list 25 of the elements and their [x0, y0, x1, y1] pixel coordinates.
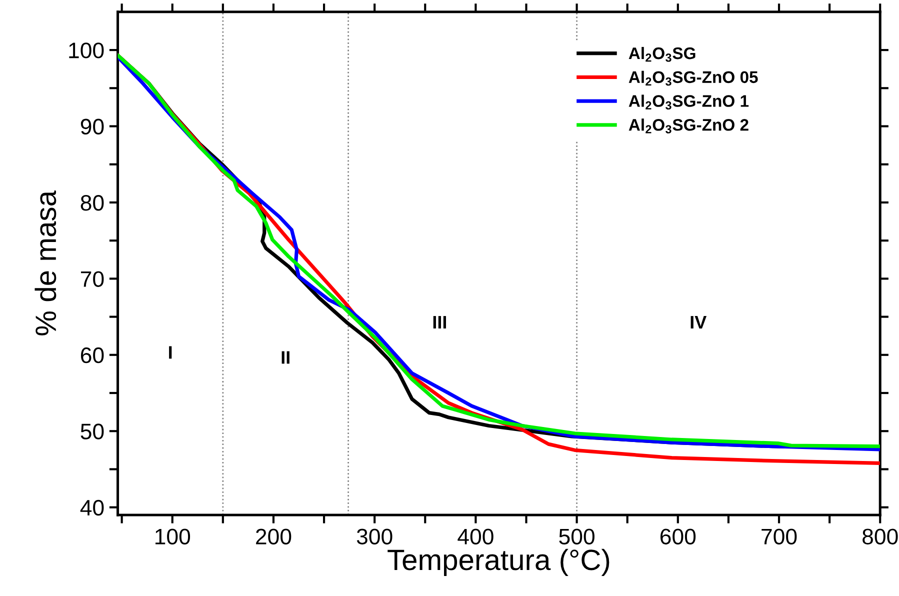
x-tick-label: 300: [356, 528, 392, 544]
y-axis-title: % de masa: [34, 190, 56, 336]
x-tick-label: 200: [256, 528, 292, 544]
x-tick-label: 100: [156, 528, 190, 544]
y-tick-label: 40: [80, 500, 104, 516]
x-tick-label: 800: [862, 528, 898, 544]
annotation: II: [282, 351, 290, 364]
y-tick-label: 70: [81, 271, 104, 287]
legend-label: Al$_{2}$O$_{3}$SG-ZnO 05: [628, 70, 758, 86]
x-tick-label: 600: [660, 528, 696, 544]
annotation: IV: [690, 316, 707, 328]
legend-label: Al$_{2}$O$_{3}$SG: [628, 46, 696, 62]
x-axis-title: Temperatura (°C): [388, 548, 610, 576]
x-tick-label: 700: [762, 528, 797, 544]
x-tick-label: 400: [458, 528, 494, 544]
y-tick-label: 50: [80, 424, 104, 440]
x-tick-label: 500: [559, 528, 594, 544]
annotation: III: [433, 316, 446, 328]
y-tick-label: 60: [80, 347, 104, 364]
legend-label: Al$_{2}$O$_{3}$SG-ZnO 2: [628, 118, 748, 134]
legend-label: Al$_{2}$O$_{3}$SG-ZnO 1: [628, 94, 749, 110]
annotation: I: [169, 346, 172, 359]
y-tick-label: 80: [80, 194, 104, 211]
y-tick-label: 100: [69, 42, 104, 58]
y-tick-label: 90: [80, 118, 104, 135]
